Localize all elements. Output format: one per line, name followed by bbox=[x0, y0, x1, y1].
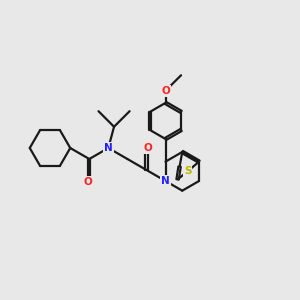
Text: N: N bbox=[104, 143, 113, 153]
Text: O: O bbox=[161, 86, 170, 96]
Text: N: N bbox=[161, 176, 170, 186]
Text: O: O bbox=[143, 143, 152, 153]
Text: S: S bbox=[184, 166, 191, 176]
Text: O: O bbox=[84, 177, 93, 187]
